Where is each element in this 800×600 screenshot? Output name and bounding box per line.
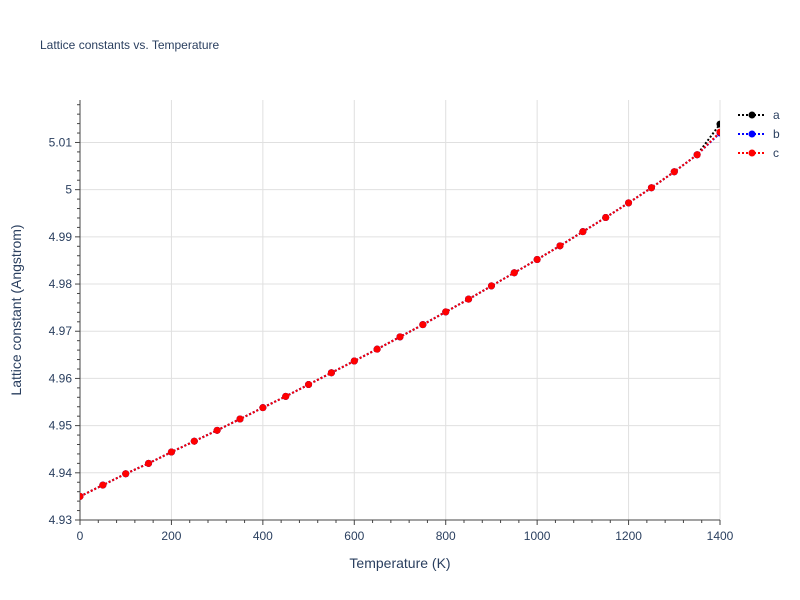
y-tick-labels: 4.93 4.94 4.95 4.96 4.97 4.98 4.99 5 5.01 xyxy=(49,135,73,527)
legend-swatch-marker xyxy=(748,130,756,138)
x-tick-label: 1200 xyxy=(615,529,642,543)
series-b xyxy=(80,129,720,500)
x-tick-label: 1000 xyxy=(524,529,551,543)
legend-label: b xyxy=(773,127,780,141)
x-tick-label: 400 xyxy=(253,529,273,543)
y-tick-label: 4.94 xyxy=(49,466,73,480)
x-tick-label: 200 xyxy=(161,529,181,543)
data-point-c xyxy=(602,214,610,222)
x-tick-labels: 0 200 400 600 800 1000 1200 1400 xyxy=(77,529,734,543)
data-point-c xyxy=(579,228,587,236)
y-tick-label: 4.93 xyxy=(49,513,73,527)
y-tick-label: 5.01 xyxy=(49,135,73,149)
series-line-a xyxy=(80,123,720,498)
series-a xyxy=(80,120,720,500)
data-point-c xyxy=(716,128,720,136)
data-point-c xyxy=(442,308,450,316)
data-point-c xyxy=(259,404,267,412)
legend-swatch-marker xyxy=(748,111,756,119)
y-tick-label: 4.99 xyxy=(49,230,73,244)
data-point-c xyxy=(167,448,175,456)
data-point-c xyxy=(350,357,358,365)
data-point-c xyxy=(396,333,404,341)
legend-swatch-marker xyxy=(748,149,756,157)
data-point-c xyxy=(190,437,198,445)
y-tick-label: 4.95 xyxy=(49,419,73,433)
data-point-a xyxy=(716,120,720,128)
data-point-c xyxy=(693,151,701,159)
x-tick-label: 0 xyxy=(77,529,84,543)
x-tick-label: 600 xyxy=(344,529,364,543)
data-point-c xyxy=(373,345,381,353)
data-point-c xyxy=(670,168,678,176)
data-point-c xyxy=(419,321,427,329)
data-point-c xyxy=(122,470,130,478)
data-point-c xyxy=(327,369,335,377)
data-point-c xyxy=(556,242,564,250)
y-tick-label: 4.97 xyxy=(49,324,73,338)
legend-item-c[interactable]: c xyxy=(738,146,779,160)
data-point-c xyxy=(282,392,290,400)
y-axis-title: Lattice constant (Angstrom) xyxy=(8,224,24,395)
x-tick-label: 800 xyxy=(436,529,456,543)
x-axis-title: Temperature (K) xyxy=(349,555,450,571)
x-tick-label: 1400 xyxy=(707,529,734,543)
y-tick-label: 5 xyxy=(65,183,72,197)
y-tick-label: 4.98 xyxy=(49,277,73,291)
data-point-c xyxy=(145,459,153,467)
grid-lines xyxy=(80,100,721,521)
legend-item-b[interactable]: b xyxy=(738,127,780,141)
data-point-c xyxy=(236,415,244,423)
data-point-c xyxy=(625,199,633,207)
data-point-c xyxy=(465,295,473,303)
data-point-c xyxy=(305,381,313,389)
axes xyxy=(75,100,721,525)
series-line-b xyxy=(80,132,720,498)
legend-label: c xyxy=(773,146,779,160)
data-point-c xyxy=(80,492,84,500)
data-point-c xyxy=(487,282,495,290)
data-point-c xyxy=(510,269,518,277)
series-c xyxy=(80,128,720,500)
legend[interactable]: abc xyxy=(738,108,780,160)
data-point-c xyxy=(213,426,221,434)
y-tick-label: 4.96 xyxy=(49,371,73,385)
legend-item-a[interactable]: a xyxy=(738,108,780,122)
series-layer xyxy=(80,120,720,500)
legend-label: a xyxy=(773,108,780,122)
series-line-c xyxy=(80,131,720,498)
data-point-c xyxy=(647,184,655,192)
chart-title: Lattice constants vs. Temperature xyxy=(40,38,220,52)
data-point-c xyxy=(533,256,541,264)
data-point-c xyxy=(99,481,107,489)
